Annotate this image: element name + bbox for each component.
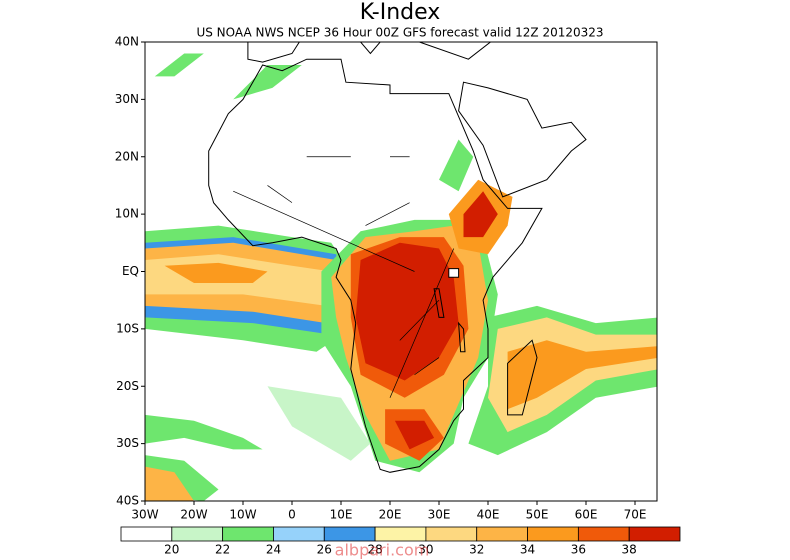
colorbar-label: 30 (418, 543, 433, 557)
colorbar-label: 34 (520, 543, 535, 557)
border (365, 202, 410, 226)
lon-label: 20W (180, 508, 207, 522)
border (267, 185, 293, 203)
watermark: albpari.com (335, 541, 430, 560)
colorbar-label: 22 (215, 543, 230, 557)
colorbar-label: 28 (367, 543, 382, 557)
lon-label: 40E (477, 508, 500, 522)
lat-label: 20S (116, 379, 139, 393)
map-subtitle: US NOAA NWS NCEP 36 Hour 00Z GFS forecas… (196, 26, 603, 40)
lon-label: 0 (288, 508, 296, 522)
lat-label: 40S (116, 494, 139, 508)
lon-label: 10E (330, 508, 353, 522)
border (389, 248, 455, 398)
colorbar-box (628, 526, 681, 542)
colorbar-box (222, 526, 274, 542)
colorbar: 20 22 24 26 28 30 32 34 36 38 (120, 526, 681, 557)
coastlines (208, 42, 587, 473)
coastline (247, 42, 300, 63)
colorbar-box (577, 526, 630, 542)
coastline (359, 42, 381, 55)
field-area (355, 242, 459, 381)
lat-label: 40N (115, 35, 139, 49)
field-area (145, 466, 194, 501)
colorbar-label: 38 (622, 543, 637, 557)
colorbar-box (374, 526, 427, 542)
colorbar-box (476, 526, 528, 542)
border (233, 190, 415, 272)
field-area (439, 139, 474, 192)
field-area (233, 65, 302, 100)
coastline (458, 81, 587, 198)
lat-label: 20N (115, 149, 139, 163)
coastline (507, 339, 538, 416)
colorbar-label: 24 (266, 543, 281, 557)
field (145, 53, 657, 501)
colorbar-label: 36 (571, 543, 586, 557)
lon-label: 70E (624, 508, 647, 522)
colorbar-box (425, 526, 478, 542)
lat-label: EQ (122, 264, 139, 278)
field-area (154, 53, 204, 77)
lon-label: 20E (379, 508, 402, 522)
field-area (145, 414, 263, 450)
lake (448, 268, 460, 278)
lat-label: 10N (115, 207, 139, 221)
field-area (394, 420, 435, 450)
map-title: K-Index (360, 0, 441, 25)
border (399, 299, 440, 341)
lon-label: 10W (229, 508, 256, 522)
colorbar-label: 32 (469, 543, 484, 557)
border (414, 357, 440, 376)
colorbar-box (171, 526, 224, 542)
lake (433, 288, 445, 318)
lon-label: 30E (428, 508, 451, 522)
colorbar-box (120, 526, 173, 542)
coastline (208, 58, 543, 473)
colorbar-box (527, 526, 579, 542)
lon-label: 30W (131, 508, 158, 522)
coastline (418, 42, 492, 60)
lon-label: 60E (575, 508, 598, 522)
field-area (507, 340, 657, 410)
lake (457, 321, 466, 353)
colorbar-box (323, 526, 376, 542)
lon-label: 50E (526, 508, 549, 522)
colorbar-label: 20 (164, 543, 179, 557)
colorbar-label: 26 (317, 543, 332, 557)
lat-label: 30N (115, 92, 139, 106)
field-area (267, 386, 371, 461)
field-area (164, 262, 268, 283)
field-area (463, 191, 498, 238)
lat-label: 10S (116, 321, 139, 335)
colorbar-box (273, 526, 325, 542)
lat-label: 30S (116, 436, 139, 450)
